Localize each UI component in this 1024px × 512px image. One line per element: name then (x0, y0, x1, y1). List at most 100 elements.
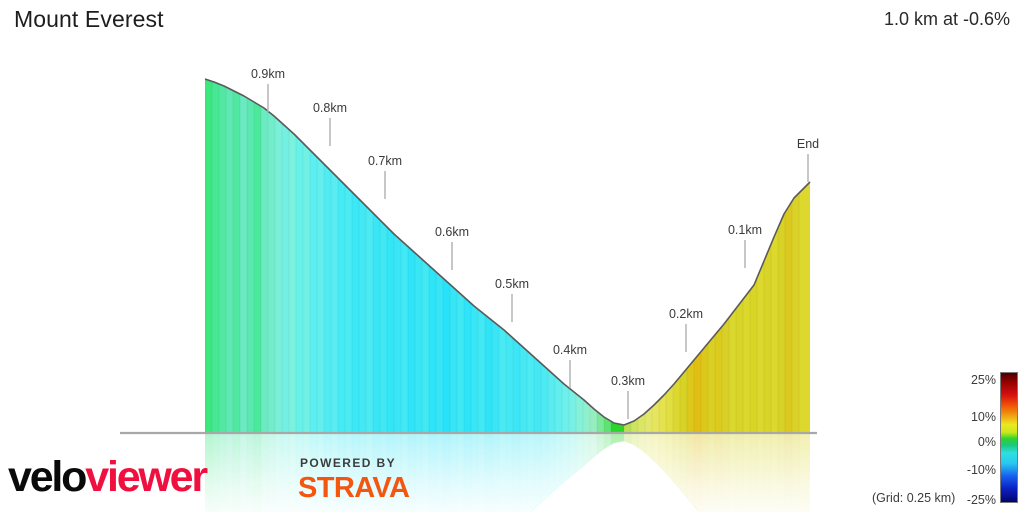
gradient-band (498, 79, 507, 433)
gradient-band (442, 79, 451, 433)
powered-by-label: POWERED BY (300, 456, 397, 470)
distance-marker-0-9km: 0.9km (250, 67, 286, 81)
gradient-band (267, 79, 276, 433)
gradient-band (218, 79, 227, 433)
gradient-band (589, 79, 598, 433)
gradient-band (386, 79, 395, 433)
gradient-band (316, 79, 325, 433)
gradient-band (351, 79, 360, 433)
gradient-band (421, 79, 430, 433)
veloviewer-logo[interactable]: veloviewer (8, 452, 208, 502)
gradient-band (742, 79, 751, 433)
legend-tick-10: 10% (970, 410, 996, 424)
gradient-band (484, 79, 493, 433)
gradient-band (644, 79, 653, 433)
gradient-band (302, 79, 311, 433)
gradient-band (610, 433, 625, 512)
gradient-band (728, 79, 737, 433)
gradient-band (798, 79, 810, 433)
gradient-band (211, 79, 220, 433)
strava-logo[interactable]: STRAVA (298, 472, 410, 504)
gradient-band (693, 79, 702, 433)
gradient-band (735, 79, 744, 433)
gradient-band (756, 79, 765, 433)
header: Mount Everest 1.0 km at -0.6% (0, 0, 1024, 44)
gradient-band (281, 79, 290, 433)
gradient-band (491, 79, 500, 433)
gradient-band (463, 79, 472, 433)
gradient-band (610, 79, 625, 433)
gradient-band (246, 79, 255, 433)
gradient-band (658, 79, 667, 433)
logo-velo-text: velo (8, 453, 87, 501)
gradient-band (414, 79, 423, 433)
gradient-band (330, 79, 339, 433)
gradient-band (526, 79, 535, 433)
gradient-band (770, 79, 779, 433)
gradient-band (707, 79, 716, 433)
gradient-band (512, 79, 521, 433)
gradient-band (379, 79, 388, 433)
distance-marker-0-6km: 0.6km (434, 225, 470, 239)
gradient-band (700, 79, 709, 433)
gradient-band (337, 79, 346, 433)
gradient-band (714, 79, 723, 433)
distance-marker-0-3km: 0.3km (610, 374, 646, 388)
gradient-band (225, 79, 234, 433)
gradient-band (651, 79, 660, 433)
gradient-band (253, 79, 262, 433)
gradient-band (309, 79, 318, 433)
gradient-band (274, 79, 283, 433)
gradient-band (449, 79, 458, 433)
distance-gradient-summary: 1.0 km at -0.6% (883, 9, 1010, 29)
gradient-band (260, 79, 269, 433)
legend-tick-neg10: -10% (966, 463, 996, 477)
gradient-band (575, 79, 584, 433)
gradient-band (623, 433, 632, 512)
logo-viewer-text: viewer (85, 453, 208, 501)
legend-tick-neg25: -25% (966, 493, 996, 507)
gradient-band (393, 79, 402, 433)
gradient-band (623, 79, 632, 433)
gradient-band (784, 79, 793, 433)
gradient-band (358, 79, 367, 433)
profile-reflection (205, 433, 810, 512)
grid-spacing-note: (Grid: 0.25 km) (872, 491, 956, 505)
gradient-band (344, 79, 353, 433)
gradient-band (295, 79, 304, 433)
gradient-band (777, 79, 786, 433)
gradient-band (407, 79, 416, 433)
distance-marker-0-1km: 0.1km (727, 223, 763, 237)
distance-marker-0-7km: 0.7km (367, 154, 403, 168)
gradient-legend: 25% 10% 0% -10% -25% (952, 370, 1024, 507)
distance-marker-0-8km: 0.8km (312, 101, 348, 115)
gradient-legend-bar (1000, 372, 1018, 503)
gradient-band (323, 79, 332, 433)
gradient-band (205, 79, 213, 433)
profile-gradient-bands (205, 79, 810, 433)
gradient-band (435, 79, 444, 433)
gradient-band (637, 79, 646, 433)
distance-marker-0-4km: 0.4km (552, 343, 588, 357)
gradient-band (665, 79, 674, 433)
profile-outline (204, 78, 811, 426)
gradient-band (365, 79, 374, 433)
gradient-band (630, 79, 639, 433)
gradient-band (547, 79, 556, 433)
gradient-band (505, 79, 514, 433)
gradient-band (288, 79, 297, 433)
gradient-band (603, 79, 612, 433)
gradient-band (533, 79, 542, 433)
gradient-band (721, 79, 730, 433)
gradient-band (749, 79, 758, 433)
distance-marker-end: End (796, 137, 820, 151)
gradient-band (239, 79, 248, 433)
gradient-band (519, 79, 528, 433)
legend-tick-0: 0% (977, 435, 996, 449)
gradient-band (791, 79, 800, 433)
gradient-band (554, 79, 563, 433)
gradient-band (561, 79, 570, 433)
gradient-band (596, 79, 605, 433)
